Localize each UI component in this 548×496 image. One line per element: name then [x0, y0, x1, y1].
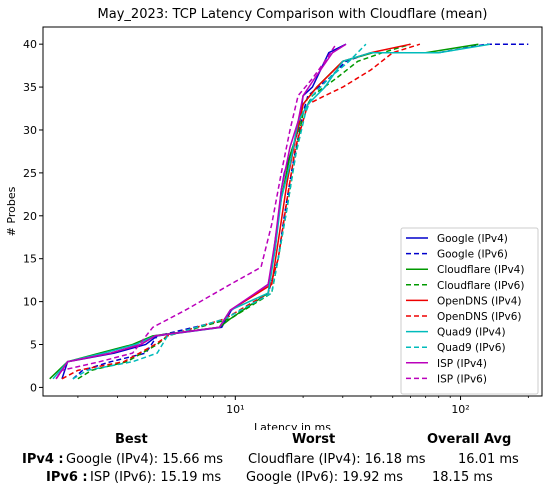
series-line-4: [55, 43, 411, 380]
legend-entry: ISP (IPv6): [437, 373, 487, 385]
legend-entry: OpenDNS (IPv4): [437, 295, 522, 307]
legend-entry: Google (IPv6): [437, 249, 508, 261]
y-tick-label: 5: [30, 339, 37, 352]
ipv4-worst: Cloudflare (IPv4): 16.18 ms: [248, 452, 426, 467]
legend-box: [400, 227, 539, 395]
y-tick-label: 0: [30, 381, 37, 394]
legend-entry: Quad9 (IPv6): [437, 342, 506, 354]
row-label-ipv4: IPv4 :: [22, 452, 64, 467]
ipv6-best: ISP (IPv6): 15.19 ms: [90, 470, 222, 485]
legend-entry: Cloudflare (IPv6): [437, 280, 524, 292]
header-worst: Worst: [292, 432, 336, 447]
legend-entry: OpenDNS (IPv6): [437, 311, 522, 323]
y-tick-label: 20: [23, 210, 37, 223]
latency-chart: May_2023: TCP Latency Comparison with Cl…: [5, 7, 543, 430]
header-best: Best: [115, 432, 148, 447]
series-line-3: [77, 43, 411, 380]
y-tick-label: 25: [23, 167, 37, 180]
series-line-5: [61, 43, 421, 380]
plot-frame: [42, 26, 543, 397]
ipv4-avg: 16.01 ms: [458, 452, 519, 467]
series-line-8: [55, 43, 347, 380]
series-line-7: [72, 43, 367, 380]
legend-entry: ISP (IPv4): [437, 358, 487, 370]
y-tick-label: 10: [23, 296, 37, 309]
x-tick-label: 10¹: [226, 403, 244, 416]
header-overall-avg: Overall Avg: [427, 432, 512, 447]
y-tick-label: 35: [23, 81, 37, 94]
chart-title: May_2023: TCP Latency Comparison with Cl…: [98, 7, 488, 22]
series-line-9: [55, 43, 337, 380]
legend-entry: Cloudflare (IPv4): [437, 264, 524, 276]
y-axis-label: # Probes: [5, 186, 18, 236]
row-label-ipv6: IPv6 :: [46, 470, 88, 485]
y-tick-label: 40: [23, 38, 37, 51]
x-tick-label: 10²: [451, 403, 469, 416]
ipv4-best: Google (IPv4): 15.66 ms: [66, 452, 224, 467]
x-axis-label: Latency in ms: [254, 421, 331, 430]
series-line-6: [52, 43, 491, 380]
legend-entry: Google (IPv4): [437, 233, 508, 245]
ipv6-avg: 18.15 ms: [432, 470, 493, 485]
legend-entry: Quad9 (IPv4): [437, 327, 506, 339]
ipv6-worst: Google (IPv6): 19.92 ms: [246, 470, 404, 485]
y-tick-label: 15: [23, 253, 37, 266]
y-tick-label: 30: [23, 124, 37, 137]
